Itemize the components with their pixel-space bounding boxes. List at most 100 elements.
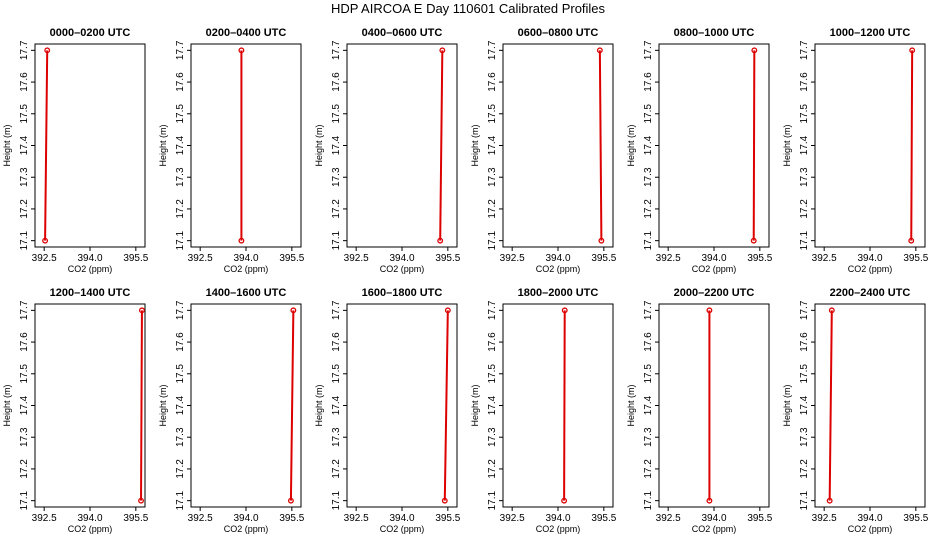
data-point	[706, 307, 713, 314]
plot-frame	[34, 43, 146, 248]
data-point	[441, 497, 448, 504]
panel-5: 0800–1000 UTC 392.5 394.0 395.5 CO2 (ppm) 17.…	[626, 27, 773, 274]
y-tick-label: 17.3	[643, 427, 654, 447]
y-tick-label: 17.1	[643, 490, 654, 510]
x-tick-label: 394.0	[389, 253, 414, 264]
plot-frame	[190, 303, 302, 508]
data-point	[909, 47, 916, 54]
y-tick-label: 17.3	[487, 427, 498, 447]
y-tick-label: 17.5	[487, 104, 498, 124]
x-tick-label: 395.5	[591, 253, 616, 264]
x-tick-label: 394.0	[233, 513, 258, 524]
panel-1: 0000–0200 UTC 392.5 394.0 395.5 CO2 (ppm) 17.…	[2, 27, 149, 274]
y-axis-label: Height (m)	[2, 384, 12, 426]
y-axis-label: Height (m)	[470, 384, 480, 426]
y-tick-label: 17.4	[799, 395, 810, 415]
x-tick-label: 392.5	[656, 253, 681, 264]
y-tick-label: 17.2	[331, 199, 342, 219]
y-tick-label: 17.5	[175, 364, 186, 384]
y-tick-label: 17.4	[331, 135, 342, 155]
y-tick-label: 17.6	[331, 332, 342, 352]
y-tick-label: 17.7	[331, 300, 342, 320]
panel-title: 1600–1800 UTC	[362, 287, 443, 299]
y-axis-label: Height (m)	[314, 124, 324, 166]
y-tick-label: 17.6	[799, 72, 810, 92]
panel-title: 1200–1400 UTC	[50, 287, 131, 299]
y-tick-label: 17.6	[487, 332, 498, 352]
x-tick-label: 395.5	[123, 253, 148, 264]
x-axis-label: CO2 (ppm)	[380, 524, 425, 534]
x-tick-label: 394.0	[389, 513, 414, 524]
y-tick-label: 17.1	[799, 490, 810, 510]
y-tick-label: 17.4	[799, 135, 810, 155]
x-tick-label: 392.5	[500, 513, 525, 524]
y-tick-label: 17.1	[331, 490, 342, 510]
y-tick-label: 17.4	[643, 135, 654, 155]
y-tick-label: 17.2	[799, 459, 810, 479]
x-tick-label: 395.5	[279, 253, 304, 264]
panel-title: 1400–1600 UTC	[206, 287, 287, 299]
x-tick-label: 394.0	[701, 253, 726, 264]
y-axis-label: Height (m)	[626, 384, 636, 426]
data-point	[138, 307, 145, 314]
y-tick-label: 17.3	[487, 167, 498, 187]
y-axis-label: Height (m)	[314, 384, 324, 426]
x-tick-label: 392.5	[812, 513, 837, 524]
x-axis-label: CO2 (ppm)	[224, 264, 269, 274]
x-tick-label: 392.5	[812, 253, 837, 264]
data-point	[561, 497, 568, 504]
panel-title: 2000–2200 UTC	[674, 287, 755, 299]
x-tick-label: 392.5	[188, 253, 213, 264]
profile-line	[563, 310, 566, 501]
y-tick-label: 17.3	[175, 167, 186, 187]
panel-7: 1200–1400 UTC 392.5 394.0 395.5 CO2 (ppm) 17.…	[2, 287, 149, 534]
y-tick-label: 17.7	[19, 300, 30, 320]
profile-line	[44, 50, 49, 241]
y-tick-label: 17.1	[643, 230, 654, 250]
y-axis-label: Height (m)	[158, 384, 168, 426]
y-tick-label: 17.6	[331, 72, 342, 92]
x-axis-label: CO2 (ppm)	[68, 264, 113, 274]
panel-title: 1800–2000 UTC	[518, 287, 599, 299]
y-tick-label: 17.6	[799, 332, 810, 352]
y-axis-label: Height (m)	[470, 124, 480, 166]
y-tick-label: 17.6	[19, 332, 30, 352]
y-tick-label: 17.2	[331, 459, 342, 479]
data-point	[439, 47, 446, 54]
y-tick-label: 17.7	[487, 300, 498, 320]
data-point	[750, 237, 757, 244]
x-tick-label: 392.5	[32, 253, 57, 264]
plot-frame	[346, 303, 458, 508]
panel-title: 0600–0800 UTC	[518, 27, 599, 39]
y-tick-label: 17.6	[175, 332, 186, 352]
panel-6: 1000–1200 UTC 392.5 394.0 395.5 CO2 (ppm) 17.…	[782, 27, 929, 274]
y-tick-label: 17.2	[175, 199, 186, 219]
panel-title: 0000–0200 UTC	[50, 27, 131, 39]
y-tick-label: 17.4	[19, 395, 30, 415]
x-tick-label: 394.0	[233, 253, 258, 264]
y-tick-label: 17.2	[487, 459, 498, 479]
y-tick-label: 17.6	[643, 72, 654, 92]
y-tick-label: 17.7	[643, 300, 654, 320]
y-tick-label: 17.5	[19, 364, 30, 384]
data-point	[828, 307, 835, 314]
y-tick-label: 17.1	[175, 230, 186, 250]
panel-11: 2000–2200 UTC 392.5 394.0 395.5 CO2 (ppm) 17.…	[626, 287, 773, 534]
data-point	[138, 497, 144, 504]
panel-2: 0200–0400 UTC 392.5 394.0 395.5 CO2 (ppm) 17.…	[158, 27, 305, 274]
data-point	[44, 47, 51, 54]
y-tick-label: 17.7	[799, 300, 810, 320]
data-point	[826, 497, 833, 504]
x-tick-label: 394.0	[545, 513, 570, 524]
y-tick-label: 17.6	[19, 72, 30, 92]
profile-line	[910, 50, 914, 241]
data-point	[238, 47, 245, 54]
y-tick-label: 17.3	[19, 167, 30, 187]
y-tick-label: 17.2	[799, 199, 810, 219]
y-tick-label: 17.5	[643, 364, 654, 384]
x-axis-label: CO2 (ppm)	[692, 264, 737, 274]
y-tick-label: 17.2	[643, 459, 654, 479]
x-axis-label: CO2 (ppm)	[68, 524, 113, 534]
panel-title: 0400–0600 UTC	[362, 27, 443, 39]
